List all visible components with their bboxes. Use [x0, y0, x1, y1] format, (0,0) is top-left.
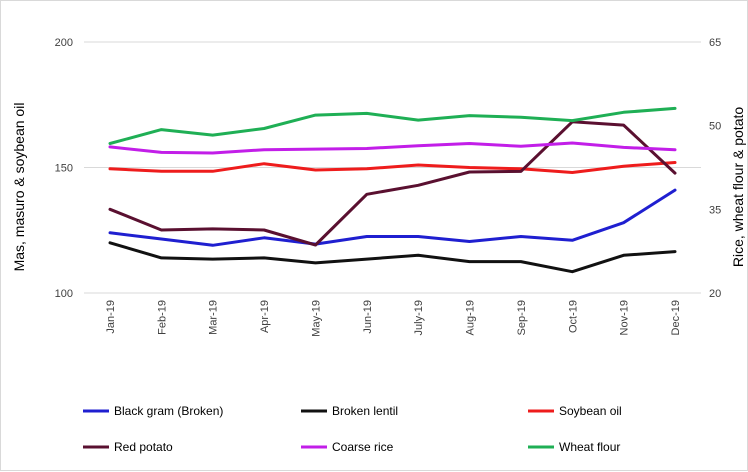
left-tick-label: 100 — [55, 288, 73, 300]
x-tick-label: July-19 — [413, 300, 425, 335]
legend-label-soybean-oil: Soybean oil — [559, 404, 622, 418]
legend-label-wheat-flour: Wheat flour — [559, 440, 620, 454]
x-tick-label: Oct-19 — [567, 300, 579, 333]
x-axis-ticks: Jan-19 Feb-19 Mar-19 Apr-19 May-19 Jun-19 July… — [105, 300, 682, 337]
x-tick-label: Mar-19 — [208, 300, 220, 335]
legend-label-broken-lentil: Broken lentil — [332, 404, 398, 418]
legend-label-red-potato: Red potato — [114, 440, 173, 454]
right-tick-label: 20 — [709, 288, 721, 300]
left-axis-ticks: 100 150 200 — [55, 37, 73, 300]
right-axis-ticks: 20 35 50 65 — [709, 37, 721, 300]
legend: Black gram (Broken) Broken lentil Soybean … — [83, 404, 622, 454]
series-line-coarse-rice — [108, 141, 677, 155]
x-tick-label: Sep-19 — [516, 300, 528, 335]
x-tick-label: Feb-19 — [156, 300, 168, 335]
x-tick-label: Jun-19 — [362, 300, 374, 334]
series-line-black-gram-broken — [108, 188, 677, 247]
legend-label-coarse-rice: Coarse rice — [332, 440, 394, 454]
series-line-soybean-oil — [108, 161, 677, 174]
legend-label-black-gram-broken: Black gram (Broken) — [114, 404, 223, 418]
right-axis-title: Rice, wheat flour & potato — [730, 107, 746, 268]
x-tick-label: Apr-19 — [259, 300, 271, 333]
right-tick-label: 50 — [709, 121, 721, 133]
left-tick-label: 200 — [55, 37, 73, 49]
series-line-wheat-flour — [108, 106, 677, 145]
right-tick-label: 35 — [709, 204, 721, 216]
x-tick-label: Nov-19 — [619, 300, 631, 335]
x-tick-label: May-19 — [310, 300, 322, 337]
x-tick-label: Jan-19 — [105, 300, 117, 334]
series-line-broken-lentil — [108, 241, 677, 274]
series-line-red-potato — [108, 120, 677, 247]
left-axis-title: Mas, masuro & soybean oil — [11, 103, 27, 272]
x-tick-label: Dec-19 — [670, 300, 682, 335]
series-lines — [108, 106, 677, 274]
left-tick-label: 150 — [55, 163, 73, 175]
right-tick-label: 65 — [709, 37, 721, 49]
x-tick-label: Aug-19 — [465, 300, 477, 335]
